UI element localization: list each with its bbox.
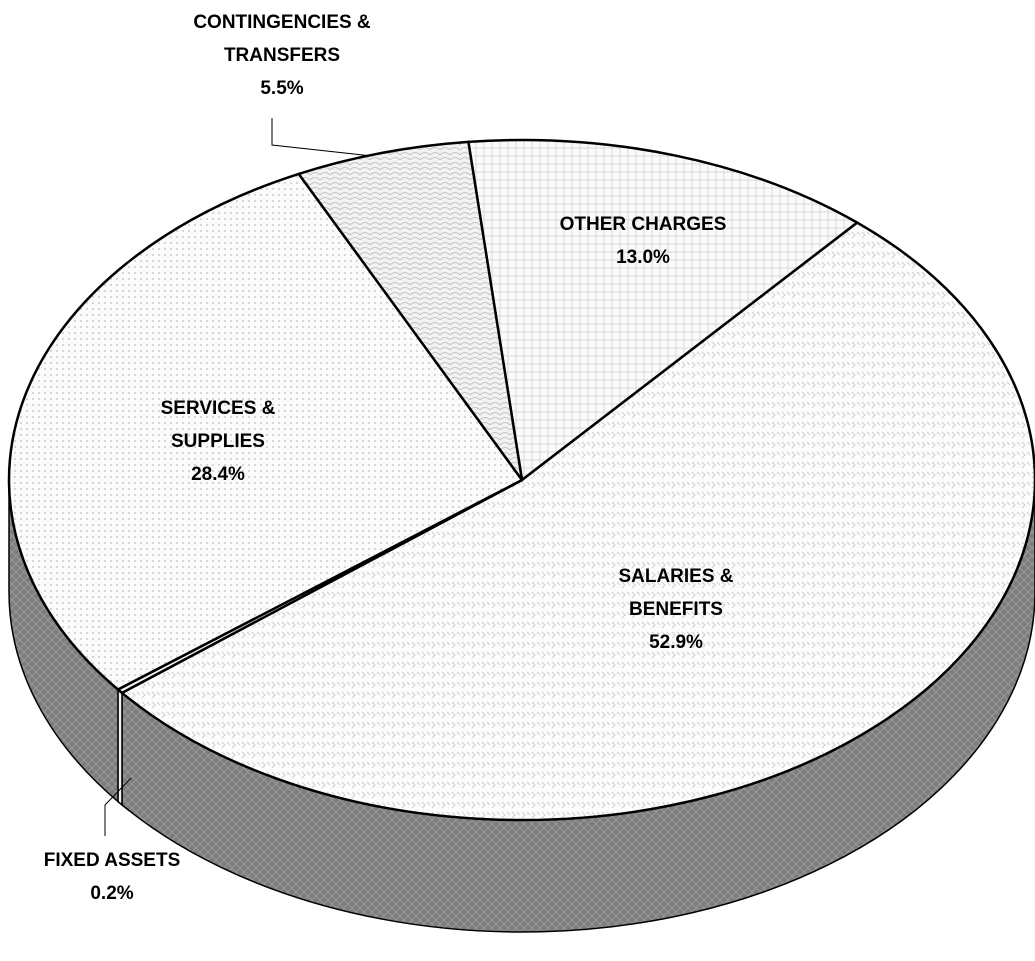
value-label: 52.9% <box>649 632 703 653</box>
slice-label: SALARIES & BENEFITS 52.9% <box>586 560 766 659</box>
pie-slice <box>467 138 859 482</box>
value-label: 0.2% <box>90 883 134 904</box>
category-label: SERVICES & SUPPLIES <box>160 398 276 452</box>
pie-slice <box>7 172 524 691</box>
pie-tops <box>7 138 1035 822</box>
value-label: 13.0% <box>616 247 670 268</box>
slice-label: CONTINGENCIES & TRANSFERS 5.5% <box>147 6 417 105</box>
category-label: CONTINGENCIES & TRANSFERS <box>193 12 371 66</box>
leader-line <box>104 777 132 836</box>
slice-label: FIXED ASSETS 0.2% <box>0 844 232 910</box>
pie-slice <box>297 140 524 482</box>
category-label: FIXED ASSETS <box>43 850 181 871</box>
slice-label: SERVICES & SUPPLIES 28.4% <box>138 392 298 491</box>
leader-line <box>271 118 373 157</box>
slice-label: OTHER CHARGES 13.0% <box>513 208 773 274</box>
value-label: 28.4% <box>191 464 245 485</box>
category-label: SALARIES & BENEFITS <box>618 566 734 620</box>
pie-slice <box>120 221 1035 822</box>
category-label: OTHER CHARGES <box>559 214 727 235</box>
value-label: 5.5% <box>260 78 304 99</box>
